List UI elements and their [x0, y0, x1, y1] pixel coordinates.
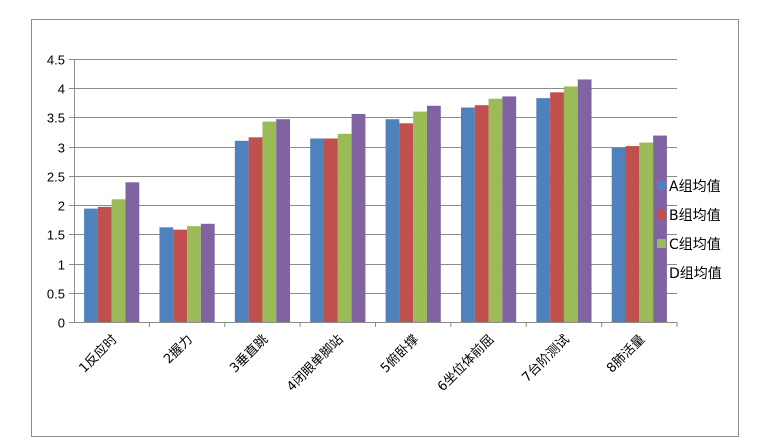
- bar-3-6: [488, 98, 503, 323]
- bar-4-1: [125, 182, 140, 322]
- bar-2-5: [399, 123, 414, 323]
- legend-label: A组均值: [669, 179, 721, 195]
- legend-swatch: [657, 181, 666, 190]
- y-tick-label: 2: [58, 199, 65, 214]
- bar-4-4: [351, 113, 366, 322]
- bar-1-4: [310, 138, 325, 322]
- bar-2-8: [625, 146, 640, 322]
- y-tick-label: 1: [58, 258, 65, 273]
- x-tick-label: 4闭眼单脚站: [284, 332, 347, 395]
- bar-1-1: [84, 208, 98, 322]
- bar-2-4: [324, 138, 338, 322]
- legend: A组均值 B组均值 C组均值 D组均值: [657, 179, 722, 282]
- x-tick-label: 2握力: [161, 332, 196, 367]
- bar-1-8: [611, 147, 626, 322]
- bar-3-5: [413, 111, 427, 322]
- legend-label: B组均值: [669, 208, 721, 224]
- bar-1-5: [385, 119, 400, 322]
- bar-4-3: [276, 119, 291, 322]
- bar-2-2: [173, 229, 188, 322]
- x-tick-label: 5俯卧撑: [377, 332, 422, 377]
- axes: [69, 59, 678, 327]
- x-tick-label: 8肺活量: [604, 332, 648, 376]
- legend-swatch: [657, 268, 666, 277]
- bar-2-1: [97, 206, 112, 322]
- legend-swatch: [657, 239, 666, 248]
- y-tick-label: 3.5: [47, 111, 65, 126]
- bar-2-7: [550, 92, 564, 323]
- legend-swatch: [657, 210, 666, 219]
- bar-4-7: [577, 79, 592, 322]
- bar-1-7: [536, 98, 551, 322]
- bar-4-8: [653, 135, 667, 322]
- legend-label: C组均值: [669, 237, 721, 253]
- y-tick-label: 4: [58, 82, 65, 97]
- bar-3-3: [262, 121, 277, 322]
- bar-3-1: [111, 199, 126, 322]
- bar-1-2: [159, 227, 174, 322]
- y-tick-label: 3: [58, 141, 65, 156]
- legend-label: D组均值: [669, 266, 722, 282]
- y-tick-label: 0.5: [47, 287, 65, 302]
- bar-4-6: [502, 96, 517, 322]
- x-tick-label: 3垂直跳: [227, 332, 271, 376]
- x-tick-label: 7台阶测试: [520, 332, 573, 385]
- x-tick-label: 6坐位体前屈: [434, 332, 497, 395]
- bar-3-2: [187, 226, 201, 322]
- bar-1-3: [234, 140, 249, 322]
- y-tick-label: 2.5: [47, 170, 65, 185]
- y-tick-label: 4.5: [47, 53, 65, 68]
- bars: [84, 79, 667, 323]
- x-tick-label: 1反应时: [76, 332, 121, 377]
- bar-2-3: [248, 137, 263, 322]
- bar-1-6: [460, 107, 475, 323]
- bar-4-2: [200, 223, 215, 322]
- bar-3-4: [337, 133, 352, 322]
- y-tick-label: 1.5: [47, 228, 65, 243]
- bar-2-6: [474, 105, 489, 322]
- bar-3-8: [639, 142, 654, 322]
- y-tick-label: 0: [58, 316, 65, 331]
- bar-4-5: [426, 105, 441, 322]
- bar-3-7: [563, 86, 578, 322]
